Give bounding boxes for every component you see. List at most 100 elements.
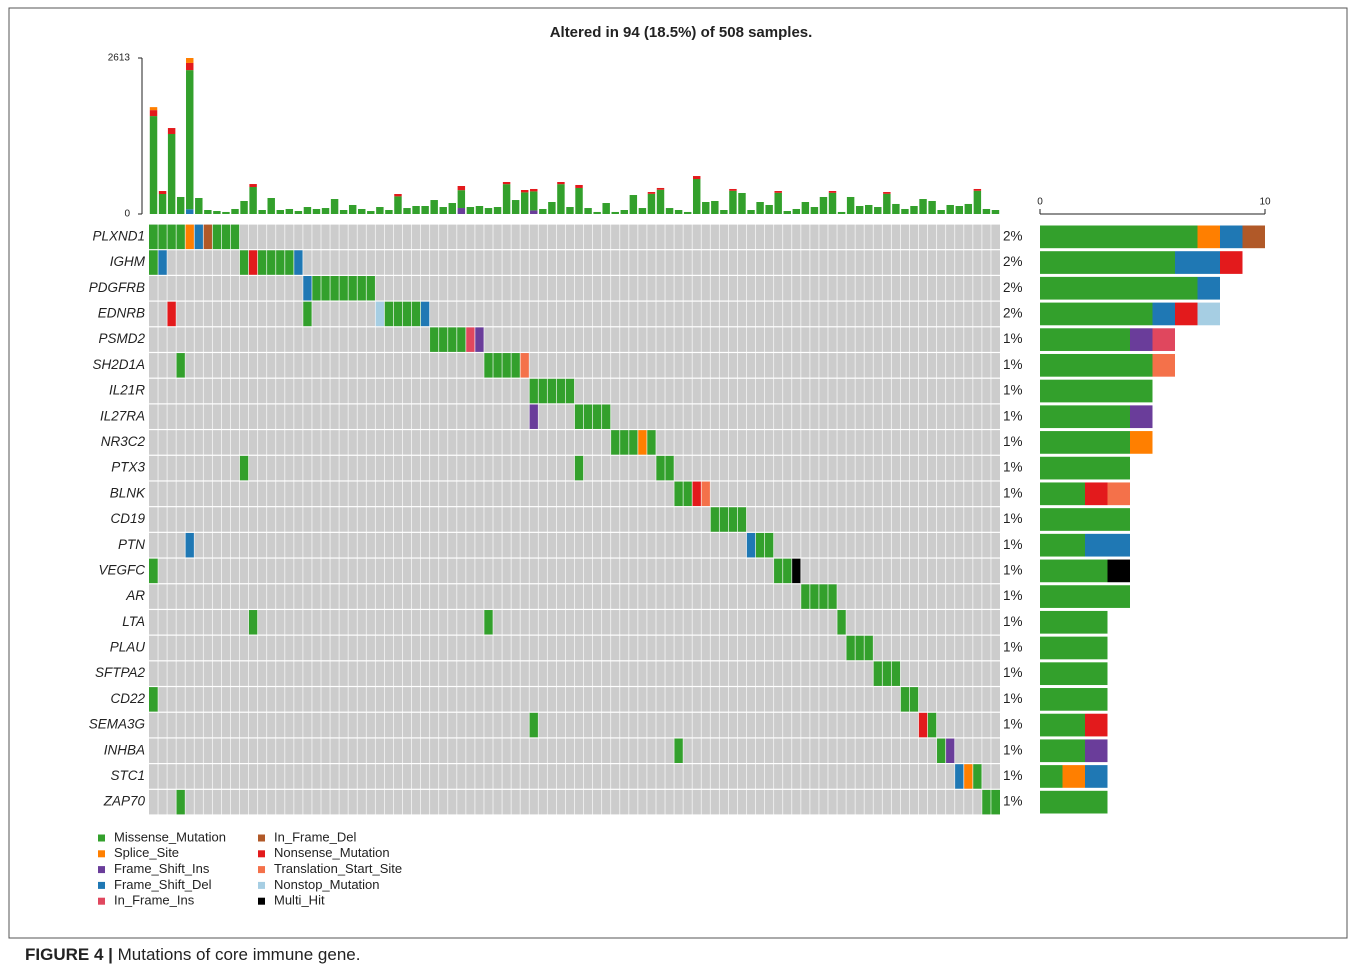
gene-label: ZAP70 bbox=[103, 794, 146, 809]
mutation-cell bbox=[311, 275, 322, 301]
mutation-cell bbox=[683, 481, 693, 507]
tmb-bar-segment bbox=[222, 211, 230, 214]
tmb-bar-segment bbox=[955, 206, 963, 214]
tmb-bar-segment bbox=[801, 202, 810, 214]
gene-label: PLXND1 bbox=[92, 228, 145, 243]
mutation-cell bbox=[755, 532, 765, 558]
mutation-cell bbox=[176, 789, 186, 815]
mutation-cell bbox=[719, 507, 729, 532]
gene-count-bar bbox=[1130, 431, 1153, 454]
tmb-bar-segment bbox=[557, 184, 565, 214]
tmb-bar-segment bbox=[457, 208, 466, 214]
legend-label: Missense_Mutation bbox=[114, 829, 226, 844]
mutation-cell bbox=[302, 301, 312, 327]
mutation-cell bbox=[710, 507, 720, 532]
tmb-bar-segment bbox=[765, 204, 773, 214]
gene-percent: 1% bbox=[1003, 434, 1023, 449]
tmb-bar-segment bbox=[158, 194, 167, 214]
mutation-cell bbox=[900, 687, 910, 712]
tmb-bar-segment bbox=[674, 210, 683, 214]
tmb-bar-segment bbox=[267, 198, 275, 214]
mutation-cell bbox=[746, 532, 756, 558]
tmb-bar-segment bbox=[575, 184, 583, 188]
mutation-cell bbox=[438, 327, 448, 352]
tmb-bar-segment bbox=[484, 208, 493, 214]
mutation-cell bbox=[945, 738, 955, 764]
gene-label: CD19 bbox=[110, 511, 145, 526]
gene-count-bar bbox=[1107, 559, 1130, 583]
mutation-cell bbox=[954, 764, 964, 789]
mutation-cell bbox=[511, 353, 521, 378]
mutation-cell bbox=[203, 224, 213, 250]
mutation-cell bbox=[302, 275, 312, 301]
tmb-bar-segment bbox=[530, 191, 538, 211]
gene-label: IL21R bbox=[109, 383, 145, 398]
legend-label: In_Frame_Ins bbox=[114, 893, 195, 908]
gene-percent: 1% bbox=[1003, 460, 1023, 475]
mutation-cell bbox=[176, 353, 186, 378]
tmb-bar-segment bbox=[991, 210, 1000, 214]
tmb-bar-segment bbox=[837, 211, 846, 214]
tmb-bar-segment bbox=[457, 186, 466, 191]
chart-title: Altered in 94 (18.5%) of 508 samples. bbox=[550, 24, 813, 41]
tmb-bar-segment bbox=[602, 203, 610, 214]
tmb-bar-segment bbox=[828, 192, 837, 214]
tmb-bar-segment bbox=[729, 188, 737, 191]
gene-count-bar bbox=[1107, 482, 1130, 506]
mutation-cell bbox=[800, 584, 810, 609]
tmb-bar-segment bbox=[186, 209, 194, 214]
legend-label: Nonstop_Mutation bbox=[274, 877, 380, 892]
tmb-bar-segment bbox=[502, 184, 511, 214]
gene-count-bar bbox=[1220, 225, 1243, 249]
tmb-bar-segment bbox=[557, 182, 565, 185]
mutation-cell bbox=[402, 301, 412, 327]
mutation-cell bbox=[646, 430, 656, 455]
gene-percent: 1% bbox=[1003, 665, 1023, 680]
mutation-cell bbox=[918, 712, 928, 738]
mutation-cell bbox=[665, 455, 675, 481]
tmb-bar-segment bbox=[783, 211, 791, 214]
gene-label: LTA bbox=[122, 614, 145, 629]
gene-percent: 1% bbox=[1003, 511, 1023, 526]
tmb-bar-segment bbox=[195, 198, 203, 214]
tmb-bar-segment bbox=[285, 208, 294, 214]
mutation-cell bbox=[447, 327, 457, 352]
tmb-bar-segment bbox=[330, 199, 339, 214]
gene-count-bar bbox=[1085, 765, 1108, 788]
gene-count-bar bbox=[1040, 328, 1130, 351]
tmb-bar-segment bbox=[520, 190, 529, 193]
mutation-cell bbox=[239, 455, 249, 481]
tmb-bar-segment bbox=[548, 202, 556, 214]
mutation-cell bbox=[248, 250, 258, 275]
tmb-bar-segment bbox=[213, 211, 221, 214]
gene-count-bar bbox=[1085, 739, 1108, 763]
tmb-bar-segment bbox=[312, 208, 321, 214]
tmb-bar-segment bbox=[149, 107, 158, 111]
legend-swatch bbox=[98, 881, 105, 889]
gene-count-bar bbox=[1085, 482, 1108, 506]
tmb-bar-segment bbox=[973, 188, 982, 191]
mutation-cell bbox=[628, 430, 638, 455]
gene-count-bar bbox=[1040, 610, 1108, 634]
tmb-bar-segment bbox=[638, 208, 647, 214]
gene-percent: 1% bbox=[1003, 794, 1023, 809]
tmb-bar-segment bbox=[457, 190, 466, 209]
mutation-cell bbox=[737, 507, 747, 532]
mutation-cell bbox=[782, 558, 792, 584]
tmb-bar-segment bbox=[186, 70, 194, 210]
legend-label: Translation_Start_Site bbox=[274, 861, 402, 876]
tmb-bar-segment bbox=[358, 208, 366, 214]
mutation-cell bbox=[149, 224, 159, 250]
tmb-bar-segment bbox=[828, 191, 837, 193]
tmb-bar-segment bbox=[367, 211, 375, 214]
legend-label: Multi_Hit bbox=[274, 893, 325, 908]
mutation-cell bbox=[556, 378, 566, 404]
figure-border bbox=[8, 7, 1348, 939]
mutation-cell bbox=[275, 250, 285, 275]
mutation-cell bbox=[538, 378, 548, 404]
mutation-cell bbox=[873, 661, 883, 686]
mutation-cell bbox=[909, 687, 919, 712]
legend-swatch bbox=[258, 834, 265, 842]
mutation-cell bbox=[692, 481, 702, 507]
tmb-bar-segment bbox=[158, 191, 167, 194]
